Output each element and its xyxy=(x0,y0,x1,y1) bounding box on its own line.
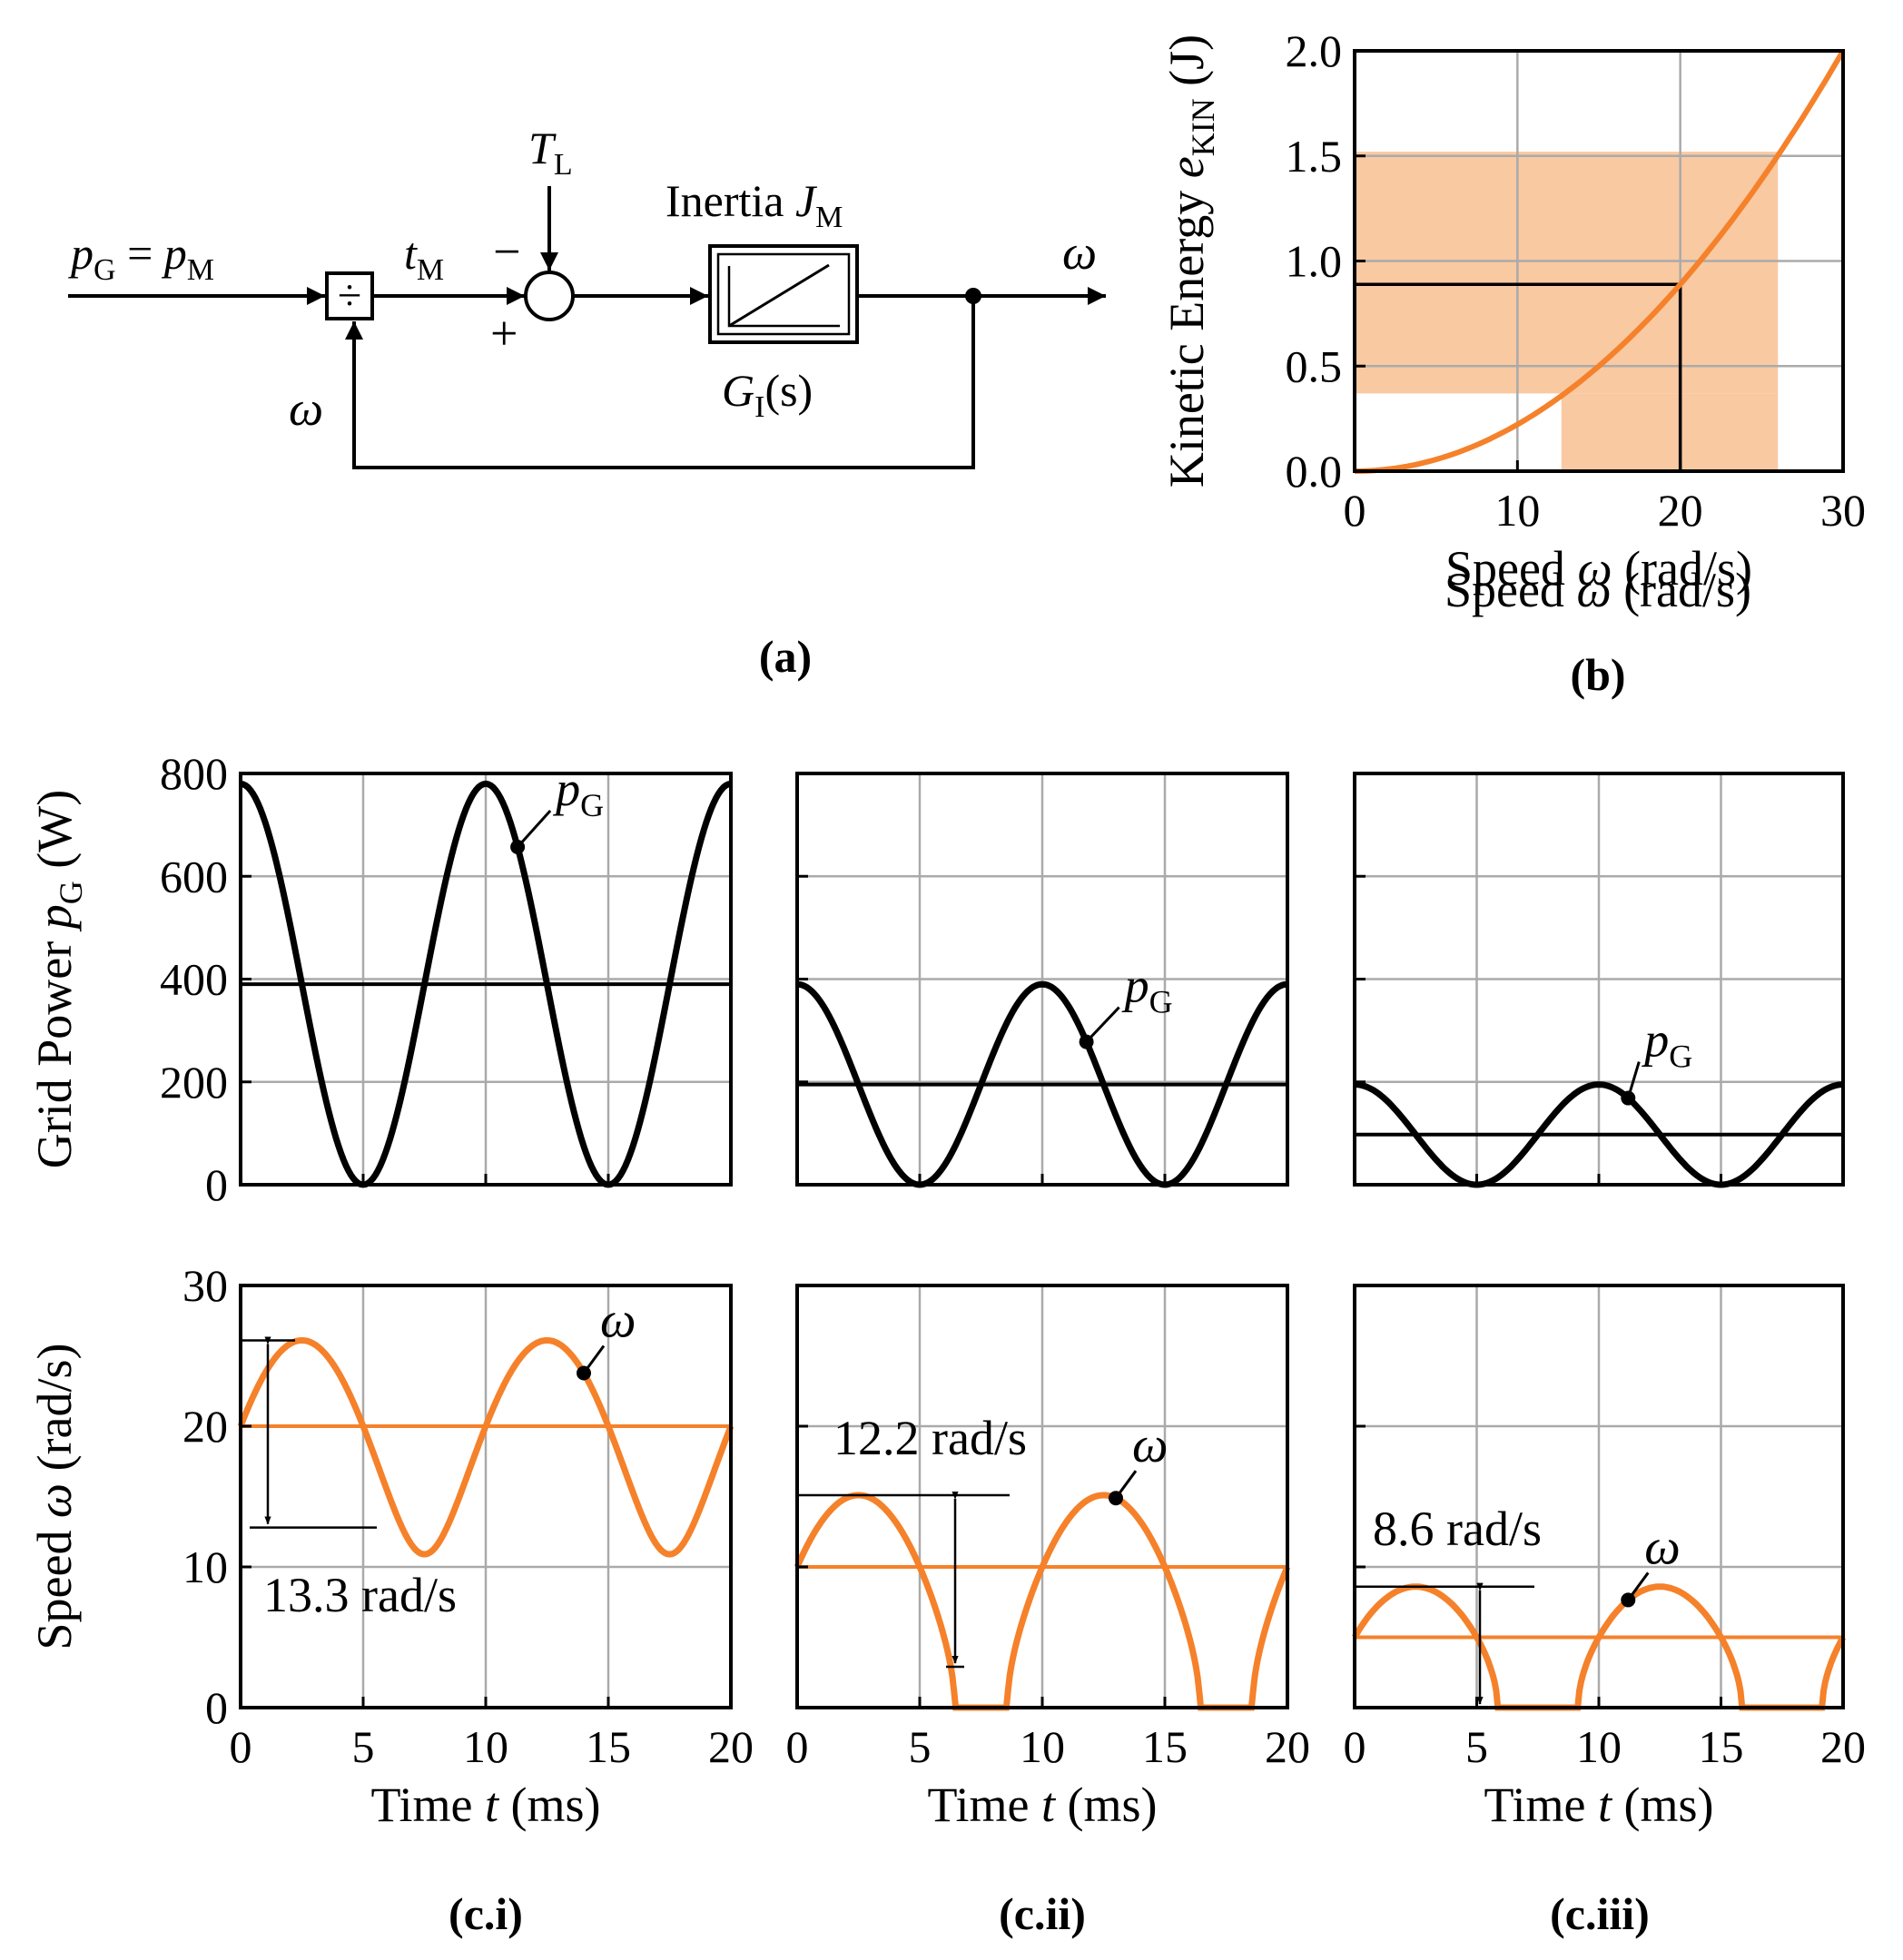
curve-label: pG xyxy=(1121,959,1173,1020)
grid-power-curve xyxy=(796,980,1288,1188)
plus-sign: + xyxy=(490,306,518,360)
x-axis-label: Time t (ms) xyxy=(370,1778,600,1832)
y-tick-label: 800 xyxy=(160,748,228,799)
grid-power-chart-ciii: pG xyxy=(1353,772,1845,1188)
y-tick-label: 200 xyxy=(160,1057,228,1108)
y-tick-label: 0.5 xyxy=(1286,340,1343,391)
y-tick-label: 0 xyxy=(205,1682,228,1733)
y-axis-label: Grid Power pG (W) xyxy=(27,790,89,1168)
y-tick-label: 1.5 xyxy=(1286,131,1343,182)
x-tick-label: 5 xyxy=(352,1721,375,1772)
x-axis-label: Time t (ms) xyxy=(1484,1778,1713,1832)
x-axis-label: Speed ω (rad/s) xyxy=(1445,563,1751,617)
x-tick-label: 10 xyxy=(1020,1721,1065,1772)
x-tick-label: 15 xyxy=(586,1721,631,1772)
load-torque-label: TL xyxy=(528,123,573,182)
grid-power-chart-ci: pG 0 200 400 600 800 Grid Power pG (W) xyxy=(27,748,733,1210)
curve-label-leader xyxy=(1627,1571,1650,1601)
y-tick-label: 2.0 xyxy=(1286,25,1343,76)
x-tick-label: 5 xyxy=(909,1721,932,1772)
x-tick-label: 10 xyxy=(1576,1721,1622,1772)
x-tick-label: 20 xyxy=(1820,1721,1866,1772)
y-tick-label: 10 xyxy=(182,1541,228,1592)
curve-label: ω xyxy=(600,1292,636,1348)
x-axis-label: Speed ω (rad/s) xyxy=(1445,541,1752,596)
y-tick-label: 30 xyxy=(182,1260,228,1311)
x-axis-label: Time t (ms) xyxy=(927,1778,1157,1832)
curve-label-leader xyxy=(1626,1061,1641,1098)
ripple-label: 13.3 rad/s xyxy=(263,1568,457,1622)
x-tick-label: 0 xyxy=(1344,485,1366,536)
x-tick-label: 0 xyxy=(786,1721,809,1772)
transfer-function-label: GI(s) xyxy=(722,365,813,424)
input-signal-label: pG = pM xyxy=(68,228,214,287)
curve-label: ω xyxy=(1644,1519,1681,1575)
curve-label: ω xyxy=(1132,1417,1168,1473)
curve-label-leader xyxy=(582,1344,606,1374)
grid-power-curve xyxy=(240,780,732,1188)
kinetic-energy-chart: 0 10 20 30 0.0 0.5 1.0 1.5 2.0 Speed ω (rad/s) Kin… xyxy=(1159,25,1866,617)
speed-chart-ci: 13.3 rad/s ω 0 5 10 15 20 0 10 20 30 Time t (ms) Spe… xyxy=(27,1260,754,1832)
x-tick-label: 0 xyxy=(230,1721,252,1772)
x-tick-label: 0 xyxy=(1344,1721,1366,1772)
feedback-omega-label: ω xyxy=(289,381,323,436)
inertia-block-inner xyxy=(716,252,851,336)
curve-label-leader xyxy=(516,809,552,848)
ripple-label: 8.6 rad/s xyxy=(1373,1502,1542,1556)
grid-power-chart-cii: pG xyxy=(795,772,1289,1188)
energy-band-shading xyxy=(1355,152,1779,394)
y-tick-label: 600 xyxy=(160,851,228,901)
x-tick-label: 20 xyxy=(1265,1721,1310,1772)
inertia-title: Inertia JM xyxy=(666,175,843,234)
y-tick-label: 0.0 xyxy=(1286,446,1343,497)
curve-label: pG xyxy=(1641,1013,1692,1075)
y-tick-label: 400 xyxy=(160,954,228,1005)
energy-band-shading xyxy=(1561,393,1779,471)
curve-label-leader xyxy=(1114,1470,1138,1500)
x-tick-label: 20 xyxy=(708,1721,754,1772)
summing-junction xyxy=(524,271,575,321)
y-tick-label: 0 xyxy=(205,1159,228,1210)
caption-cii: (c.ii) xyxy=(999,1888,1086,1939)
minus-sign: − xyxy=(493,224,520,279)
curve-label-leader xyxy=(1085,1006,1120,1043)
x-tick-label: 15 xyxy=(1699,1721,1744,1772)
x-tick-label: 10 xyxy=(463,1721,508,1772)
grid-power-curve xyxy=(1354,1081,1844,1188)
curve-label: pG xyxy=(552,762,604,823)
torque-label: tM xyxy=(404,228,444,287)
ripple-label: 12.2 rad/s xyxy=(833,1411,1027,1465)
x-tick-label: 5 xyxy=(1465,1721,1488,1772)
integrator-ramp-icon xyxy=(728,263,830,328)
speed-chart-cii: 12.2 rad/s ω 0 5 10 15 20 Time t (ms) xyxy=(786,1284,1310,1832)
kinetic-energy-curve xyxy=(1355,49,1846,474)
y-axis-label: Speed ω (rad/s) xyxy=(27,1343,82,1650)
speed-chart-ciii: 8.6 rad/s ω 0 5 10 15 20 Time t (ms) xyxy=(1344,1284,1866,1832)
speed-curve xyxy=(237,1337,735,1558)
x-tick-label: 10 xyxy=(1494,485,1540,536)
block-diagram: pG = pM ÷ tM TL − + Inertia JM GI(s) ω ω xyxy=(68,123,1106,469)
caption-b: (b) xyxy=(1570,649,1625,700)
y-tick-label: 20 xyxy=(182,1401,228,1452)
feedback-line xyxy=(345,296,975,469)
x-tick-label: 20 xyxy=(1658,485,1703,536)
caption-ciii: (c.iii) xyxy=(1550,1888,1650,1939)
divider-symbol: ÷ xyxy=(338,271,361,320)
y-axis-label: Kinetic Energy eKIN (J) xyxy=(1159,34,1221,488)
y-tick-label: 1.0 xyxy=(1286,236,1343,287)
x-tick-label: 15 xyxy=(1142,1721,1188,1772)
caption-ci: (c.i) xyxy=(449,1888,523,1939)
output-omega-label: ω xyxy=(1062,225,1097,280)
x-tick-label: 30 xyxy=(1820,485,1866,536)
caption-a: (a) xyxy=(759,631,812,682)
